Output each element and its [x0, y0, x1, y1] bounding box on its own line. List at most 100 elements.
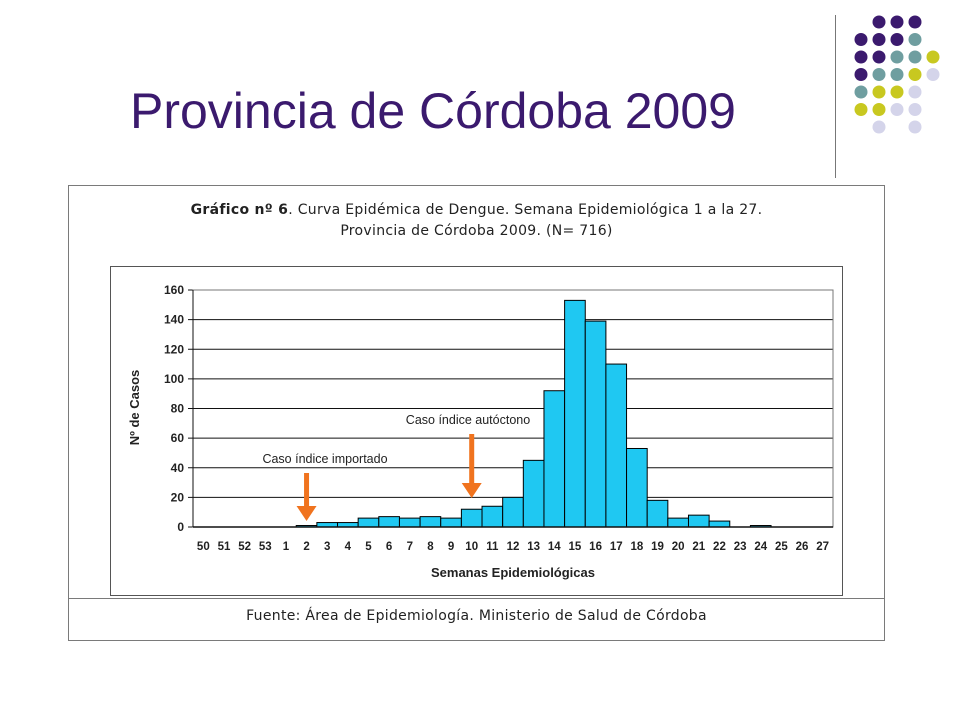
y-tick-label: 40: [171, 461, 185, 475]
x-tick-label: 3: [324, 541, 330, 553]
decorative-dot: [890, 68, 904, 81]
bar: [522, 459, 545, 528]
x-tick-label: 18: [630, 541, 643, 553]
bar: [584, 320, 607, 528]
x-tick-label: 7: [407, 541, 413, 553]
bar: [502, 496, 524, 528]
bar: [460, 508, 483, 528]
decorative-dot: [908, 85, 922, 99]
chart-title-text: . Curva Epidémica de Dengue. Semana Epid…: [288, 202, 763, 218]
decorative-dot: [854, 103, 868, 116]
y-tick-label: 120: [164, 342, 184, 356]
decorative-dot: [926, 50, 940, 64]
x-tick-label: 24: [754, 541, 767, 553]
x-tick-label: 2: [303, 541, 309, 553]
bar: [357, 517, 380, 528]
annotation-arrow-head: [461, 483, 482, 498]
y-axis-label: Nº de Casos: [127, 370, 142, 446]
x-tick-label: 20: [672, 541, 685, 553]
x-tick-label: 53: [259, 541, 272, 553]
x-tick-label: 25: [775, 541, 788, 553]
chart-title-prefix: Gráfico nº 6: [190, 202, 289, 218]
y-tick-label: 100: [164, 372, 184, 386]
x-tick-label: 21: [692, 541, 705, 553]
decorative-dot: [854, 33, 868, 46]
bar: [626, 447, 648, 528]
decorative-dot: [890, 15, 904, 29]
slide-title: Provincia de Córdoba 2009: [130, 83, 736, 139]
decorative-dot: [854, 85, 868, 99]
x-tick-label: 1: [283, 541, 290, 553]
x-tick-label: 6: [386, 541, 392, 553]
y-tick-label: 0: [177, 520, 184, 534]
decorative-dot: [854, 50, 868, 64]
decorative-dot: [908, 120, 922, 134]
y-tick-label: 60: [171, 431, 185, 445]
x-axis-label: Semanas Epidemiológicas: [431, 565, 595, 580]
x-tick-label: 15: [569, 541, 582, 553]
decorative-dot: [854, 68, 868, 81]
decorative-dot: [872, 15, 886, 29]
bar: [378, 516, 400, 528]
x-tick-label: 11: [486, 541, 499, 553]
x-tick-label: 14: [548, 541, 561, 553]
x-tick-label: 4: [345, 541, 352, 553]
y-tick-label: 20: [171, 490, 185, 504]
bar: [564, 299, 586, 528]
x-tick-label: 52: [238, 541, 251, 553]
decorative-dot: [872, 120, 886, 134]
decorative-dot: [872, 68, 886, 81]
annotation-arrow-shaft: [304, 473, 310, 507]
bar: [667, 517, 689, 528]
annotation-label: Caso índice autóctono: [406, 413, 530, 427]
bar: [646, 499, 669, 528]
bar: [481, 505, 504, 528]
chart-subtitle: Provincia de Córdoba 2009. (N= 716): [340, 223, 613, 239]
decorative-dot: [908, 68, 922, 81]
decorative-dot: [908, 33, 922, 46]
bar: [605, 363, 628, 528]
x-tick-label: 23: [734, 541, 747, 553]
decorative-dot: [890, 33, 904, 46]
x-tick-label: 10: [465, 541, 478, 553]
bar: [687, 514, 710, 528]
decorative-dot: [872, 85, 886, 99]
chart-panel: Gráfico nº 6. Curva Epidémica de Dengue.…: [68, 185, 885, 641]
y-tick-label: 140: [164, 313, 184, 327]
x-tick-label: 19: [651, 541, 664, 553]
x-tick-label: 5: [365, 541, 372, 553]
decorative-dot: [908, 15, 922, 29]
decorative-dot: [890, 85, 904, 99]
x-tick-label: 27: [816, 541, 829, 553]
x-tick-label: 22: [713, 541, 726, 553]
x-tick-label: 13: [527, 541, 540, 553]
x-tick-label: 8: [427, 541, 434, 553]
annotation-arrow-head: [296, 506, 317, 521]
x-tick-label: 51: [218, 541, 231, 553]
decorative-dot: [890, 50, 904, 64]
plot-frame: [110, 266, 843, 596]
x-tick-label: 16: [589, 541, 602, 553]
decorative-dot: [890, 103, 904, 116]
decorative-dot: [926, 68, 940, 81]
x-tick-label: 26: [796, 541, 809, 553]
source-note: Fuente: Área de Epidemiología. Ministeri…: [68, 598, 885, 641]
bar: [708, 520, 731, 528]
decorative-dot: [908, 50, 922, 64]
x-tick-label: 50: [197, 541, 210, 553]
bar: [398, 517, 421, 528]
x-tick-label: 12: [507, 541, 520, 553]
decorative-dot-grid: [854, 15, 940, 134]
bar: [543, 390, 566, 528]
y-tick-label: 160: [164, 283, 184, 297]
chart-title: Gráfico nº 6. Curva Epidémica de Dengue.…: [69, 200, 884, 242]
annotation-arrow-shaft: [469, 434, 475, 484]
decorative-dot: [872, 103, 886, 116]
title-divider-line: [835, 15, 836, 178]
x-tick-label: 9: [448, 541, 454, 553]
y-tick-label: 80: [171, 402, 185, 416]
decorative-dot: [872, 33, 886, 46]
annotation-label: Caso índice importado: [262, 452, 387, 466]
decorative-dot: [908, 103, 922, 116]
